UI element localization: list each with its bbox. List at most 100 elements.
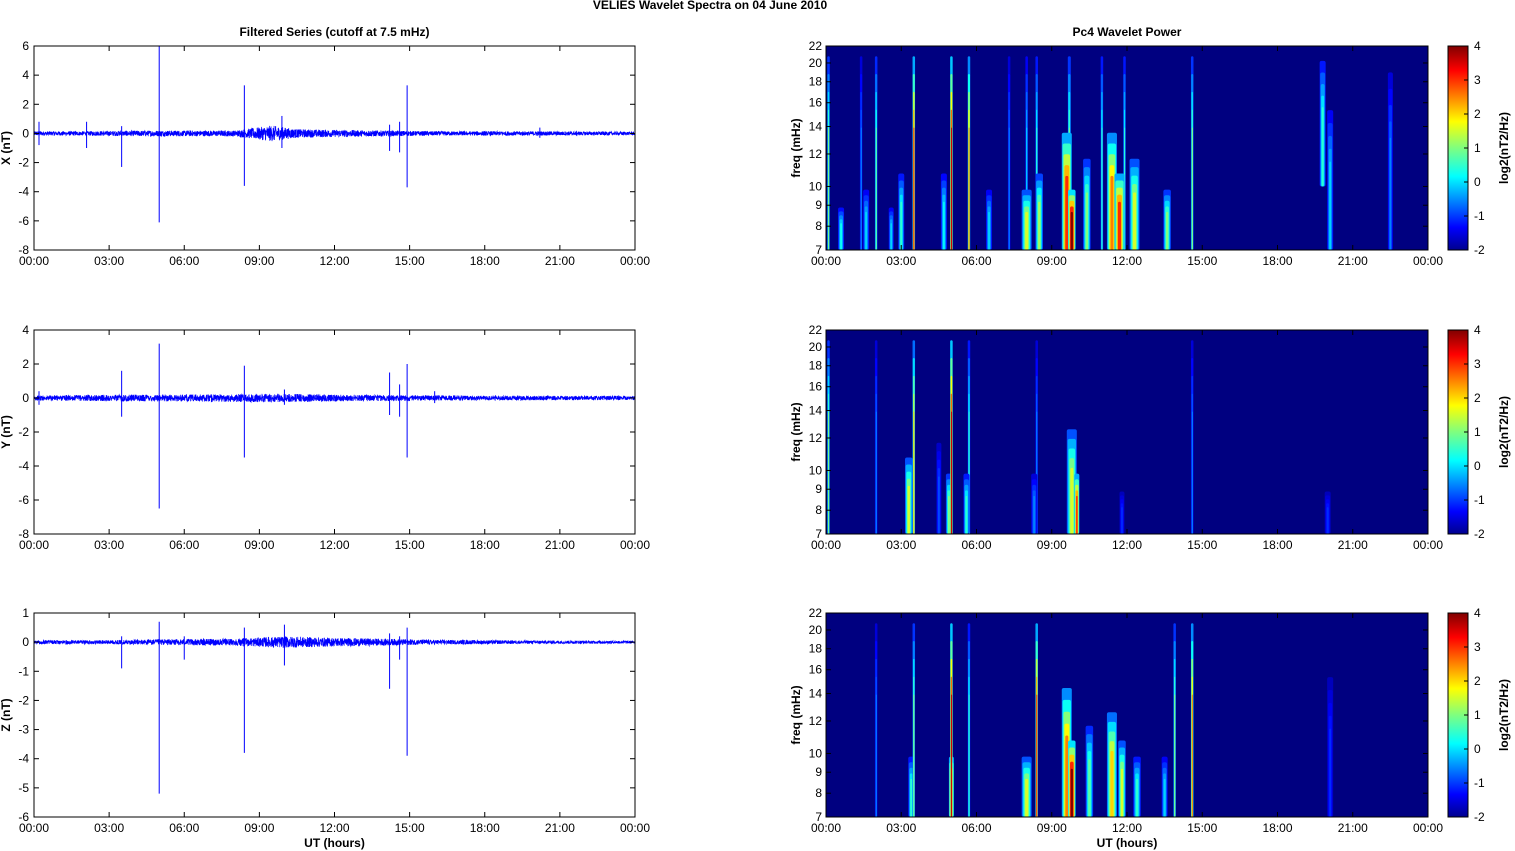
heatmap-cell	[1008, 127, 1010, 250]
x-tick-label: 18:00	[470, 821, 500, 835]
y-tick-label: 16	[809, 663, 823, 677]
y-tick-label: 20	[809, 56, 823, 70]
heatmap-cell	[913, 127, 915, 250]
x-tick-label: 09:00	[1037, 538, 1067, 552]
x-tick-label: 00:00	[19, 254, 49, 268]
x-tick-label: 00:00	[1413, 821, 1443, 835]
heatmap-cell	[951, 411, 953, 534]
x-tick-label: 21:00	[545, 821, 575, 835]
colorbar-tick-label: 3	[1474, 73, 1481, 87]
heatmap-cell	[1321, 107, 1324, 187]
heatmap-cell	[1120, 768, 1124, 817]
y-tick-label: 0	[22, 126, 29, 140]
y-tick-label: -6	[18, 214, 29, 228]
heatmap-cell	[860, 127, 862, 250]
heatmap-cell	[1036, 694, 1038, 817]
heatmap-cell	[1191, 127, 1193, 250]
x-tick-label: 12:00	[319, 538, 349, 552]
plot-area	[34, 613, 635, 817]
y-tick-label: -4	[18, 459, 29, 473]
heatmap-cell	[1326, 507, 1329, 534]
y-tick-label: 12	[809, 147, 823, 161]
heatmap-cell	[1191, 411, 1193, 534]
heatmap-cell	[890, 223, 892, 250]
heatmap-background	[826, 330, 1428, 534]
plot-area	[34, 46, 635, 250]
heatmap-cell	[1135, 778, 1139, 817]
y-tick-label: 0	[22, 635, 29, 649]
heatmap-cell	[1033, 495, 1036, 534]
x-tick-label: 03:00	[94, 538, 124, 552]
y-tick-label: 2	[22, 97, 29, 111]
y-tick-label: 2	[22, 357, 29, 371]
heatmap-cell	[828, 127, 830, 250]
y-tick-label: 9	[815, 482, 822, 496]
x-tick-label: 15:00	[1187, 538, 1217, 552]
y-tick-label: 20	[809, 623, 823, 637]
heatmap-cell	[875, 127, 877, 250]
y-tick-label: 18	[809, 359, 823, 373]
heatmap-cell	[1163, 778, 1166, 817]
y-tick-label: 4	[22, 323, 29, 337]
y-tick-label: -6	[18, 810, 29, 824]
y-tick-label: 12	[809, 714, 823, 728]
y-tick-label: 10	[809, 179, 823, 193]
heatmap-cell	[1110, 175, 1114, 250]
heatmap-cell	[1065, 175, 1069, 250]
y-tick-label: -4	[18, 752, 29, 766]
x-tick-label: 00:00	[620, 538, 650, 552]
x-tick-label: 18:00	[1262, 254, 1292, 268]
x-tick-label: 15:00	[1187, 821, 1217, 835]
y-tick-label: -3	[18, 723, 29, 737]
y-tick-label: 22	[809, 606, 823, 620]
x-tick-label: 18:00	[470, 254, 500, 268]
x-tick-label: 09:00	[244, 821, 274, 835]
y-tick-label: 22	[809, 39, 823, 53]
y-tick-label: 22	[809, 323, 823, 337]
colorbar-tick-label: 2	[1474, 107, 1481, 121]
series-line	[33, 125, 636, 142]
x-tick-label: 12:00	[1112, 254, 1142, 268]
y-tick-label: 9	[815, 198, 822, 212]
y-tick-label: 16	[809, 96, 823, 110]
y-tick-label: -4	[18, 185, 29, 199]
heatmap-cell	[1329, 728, 1332, 817]
heatmap-cell	[840, 223, 842, 250]
y-tick-label: 0	[22, 391, 29, 405]
heatmap-cell	[942, 201, 945, 250]
y-tick-label: -1	[18, 664, 29, 678]
heatmap-cell	[968, 127, 970, 250]
x-tick-label: 21:00	[1338, 254, 1368, 268]
colorbar-tick-label: 3	[1474, 357, 1481, 371]
colorbar-tick-label: -2	[1474, 243, 1485, 257]
heatmap-cell	[1065, 735, 1069, 817]
x-tick-label: 00:00	[1413, 254, 1443, 268]
heatmap-cell	[913, 694, 915, 817]
y-tick-label: 1	[22, 606, 29, 620]
heatmap-background	[826, 46, 1428, 250]
y-tick-label: 8	[815, 503, 822, 517]
y-axis-label: freq (mHz)	[789, 118, 803, 177]
x-tick-label: 06:00	[961, 254, 991, 268]
heatmap-cell	[828, 411, 830, 534]
x-tick-label: 00:00	[811, 538, 841, 552]
heatmap-cell	[1076, 495, 1078, 534]
x-tick-label: 06:00	[169, 821, 199, 835]
x-axis-label: UT (hours)	[304, 836, 365, 850]
colorbar: -2 -1 0 1 2 3 4 log2(nT2/Hz)	[1447, 323, 1511, 541]
y-tick-label: -8	[18, 527, 29, 541]
heatmap-cell	[900, 201, 903, 250]
heatmap-cell	[1038, 201, 1041, 250]
heatmap-cell	[1121, 507, 1123, 534]
colorbar-tick-label: -1	[1474, 776, 1485, 790]
heatmap-cell	[1133, 192, 1137, 250]
panel-title: Pc4 Wavelet Power	[1073, 25, 1182, 39]
y-axis-label: Z (nT)	[0, 698, 13, 731]
heatmap-cell	[1070, 768, 1073, 817]
heatmap-cell	[965, 495, 968, 534]
y-axis-label: Y (nT)	[0, 415, 13, 449]
y-tick-label: 9	[815, 765, 822, 779]
